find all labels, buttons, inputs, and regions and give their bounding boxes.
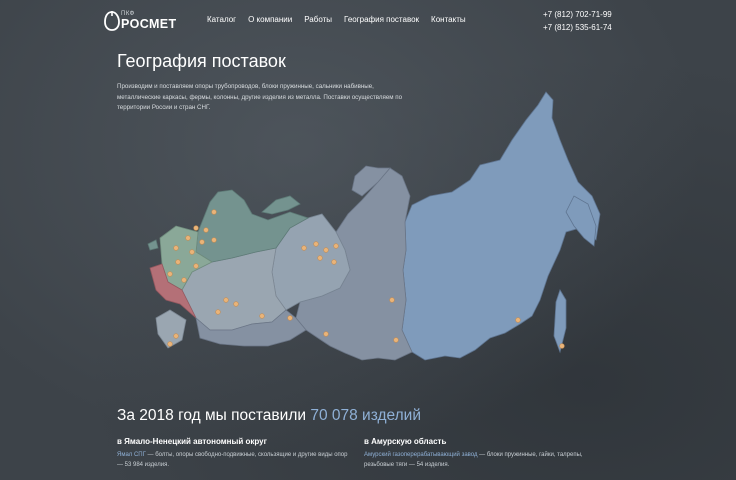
delivery-block-yamal: в Ямало-Ненецкий автономный округ Ямал С… bbox=[117, 437, 352, 470]
logo-icon bbox=[104, 11, 120, 31]
map-region-kamchatka[interactable] bbox=[565, 195, 597, 247]
delivery-point[interactable] bbox=[215, 309, 221, 315]
delivery-description: Ямал СПГ — болты, опоры свободно-подвижн… bbox=[117, 451, 352, 470]
map-region-kaliningrad[interactable] bbox=[147, 239, 159, 251]
delivery-block-amur: в Амурскую область Амурский газоперераба… bbox=[364, 437, 599, 470]
delivery-point[interactable] bbox=[173, 333, 179, 339]
delivery-description: Амурский газоперерабатывающий завод — бл… bbox=[364, 451, 599, 470]
site-header: ПКФ РОСМЕТ Каталог О компании Работы Гео… bbox=[0, 0, 736, 44]
delivery-point[interactable] bbox=[193, 263, 199, 269]
delivery-point[interactable] bbox=[173, 245, 179, 251]
delivery-point[interactable] bbox=[199, 239, 205, 245]
delivery-point[interactable] bbox=[223, 297, 229, 303]
delivery-point[interactable] bbox=[167, 341, 173, 347]
delivery-point[interactable] bbox=[333, 243, 339, 249]
logo[interactable]: ПКФ РОСМЕТ bbox=[103, 8, 183, 34]
delivery-point[interactable] bbox=[181, 277, 187, 283]
page-title: География поставок bbox=[117, 51, 286, 71]
map-region-sakhalin[interactable] bbox=[553, 289, 567, 354]
delivery-point[interactable] bbox=[167, 271, 173, 277]
delivery-point[interactable] bbox=[323, 331, 329, 337]
stats-prefix: За 2018 год мы поставили bbox=[117, 407, 307, 424]
delivery-point[interactable] bbox=[323, 247, 329, 253]
delivery-point[interactable] bbox=[193, 225, 199, 231]
logo-subtitle: ПКФ bbox=[121, 11, 135, 17]
phone-number[interactable]: +7 (812) 702-71-99 bbox=[543, 10, 612, 19]
delivery-point[interactable] bbox=[203, 227, 209, 233]
delivery-point[interactable] bbox=[515, 317, 521, 323]
delivery-items-text: — блоки пружинные, гайки, талрепы, резьб… bbox=[364, 452, 583, 468]
nav-item-geography[interactable]: География поставок bbox=[344, 15, 420, 24]
delivery-point[interactable] bbox=[301, 245, 307, 251]
stats-highlight: 70 078 изделий bbox=[310, 407, 421, 424]
delivery-region-title: в Ямало-Ненецкий автономный округ bbox=[117, 437, 267, 446]
delivery-point[interactable] bbox=[331, 259, 337, 265]
delivery-point[interactable] bbox=[389, 297, 395, 303]
delivery-point[interactable] bbox=[393, 337, 399, 343]
delivery-point[interactable] bbox=[259, 313, 265, 319]
delivery-items-text: — болты, опоры свободно-подвижные, сколь… bbox=[117, 452, 348, 468]
map-region-south-ural[interactable] bbox=[195, 309, 307, 347]
delivery-point[interactable] bbox=[559, 343, 565, 349]
map-region-far-east[interactable] bbox=[401, 91, 601, 361]
nav-item-about[interactable]: О компании bbox=[248, 15, 293, 24]
phone-number[interactable]: +7 (812) 535-61-74 bbox=[543, 23, 612, 32]
delivery-point[interactable] bbox=[287, 315, 293, 321]
phone-list: +7 (812) 702-71-99 +7 (812) 535-61-74 bbox=[543, 8, 612, 34]
delivery-point[interactable] bbox=[317, 255, 323, 261]
main-nav: Каталог О компании Работы География пост… bbox=[207, 15, 478, 24]
map-region-novaya-zemlya[interactable] bbox=[261, 195, 301, 215]
nav-item-catalog[interactable]: Каталог bbox=[207, 15, 237, 24]
map-region-taimyr[interactable] bbox=[351, 165, 391, 197]
delivery-point[interactable] bbox=[233, 301, 239, 307]
delivery-point[interactable] bbox=[211, 209, 217, 215]
delivery-region-title: в Амурскую область bbox=[364, 437, 447, 446]
logo-name: РОСМЕТ bbox=[121, 17, 177, 31]
delivery-client-link[interactable]: Ямал СПГ bbox=[117, 452, 146, 458]
delivery-point[interactable] bbox=[185, 235, 191, 241]
nav-item-contacts[interactable]: Контакты bbox=[431, 15, 466, 24]
map-region-caucasus[interactable] bbox=[155, 309, 187, 349]
stats-headline: За 2018 год мы поставили 70 078 изделий bbox=[117, 407, 421, 425]
delivery-point[interactable] bbox=[189, 249, 195, 255]
delivery-point[interactable] bbox=[211, 237, 217, 243]
page-description: Производим и поставляем опоры трубопрово… bbox=[117, 83, 403, 111]
delivery-point[interactable] bbox=[175, 259, 181, 265]
delivery-point[interactable] bbox=[313, 241, 319, 247]
delivery-points bbox=[167, 209, 565, 349]
nav-item-works[interactable]: Работы bbox=[304, 15, 333, 24]
delivery-client-link[interactable]: Амурский газоперерабатывающий завод bbox=[364, 452, 478, 458]
